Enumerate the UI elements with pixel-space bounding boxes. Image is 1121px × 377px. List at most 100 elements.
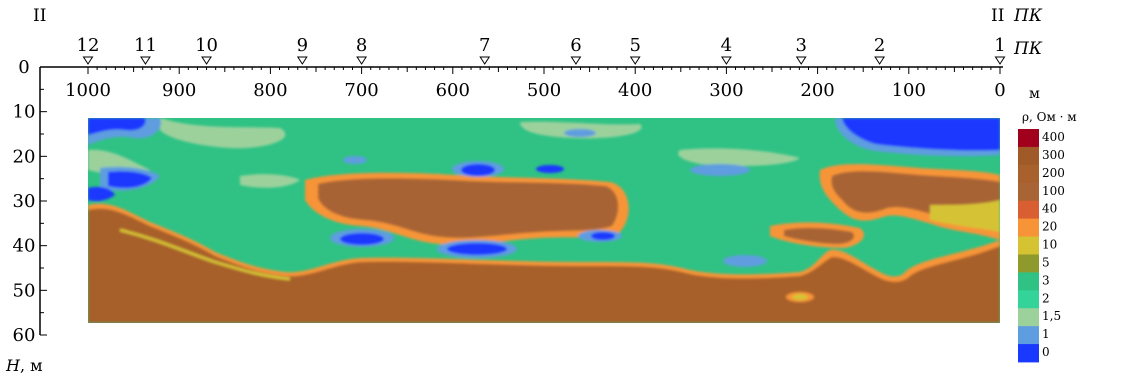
- blue-zone-top-left: [88, 118, 146, 135]
- colorbar-swatch: [1018, 200, 1039, 220]
- picket-label: 6: [570, 35, 581, 56]
- brown-base-layer: [88, 208, 1000, 323]
- distance-tick-label: 700: [344, 80, 378, 101]
- distance-tick-label: 0: [994, 80, 1005, 101]
- blue-zone-small-5: [564, 129, 596, 137]
- colorbar-swatch: [1018, 326, 1039, 345]
- depth-tick-label: 40: [13, 236, 36, 257]
- brown-body-central: [318, 178, 619, 238]
- blue-zone-left-mid: [340, 233, 384, 245]
- picket-label: 11: [134, 35, 157, 56]
- yellow-zone-right: [930, 200, 1000, 232]
- colorbar-level-label: 10: [1042, 238, 1057, 252]
- picket-axis-label: ПК: [1013, 39, 1043, 59]
- colorbar-level-label: 20: [1042, 220, 1057, 234]
- blue-zone-center-bottom: [447, 243, 507, 255]
- colorbar-level-label: 400: [1042, 130, 1065, 144]
- distance-tick-label: 600: [436, 80, 470, 101]
- distance-tick-label: 400: [618, 80, 652, 101]
- distance-unit-label: м: [1029, 86, 1040, 102]
- colorbar-level-label: 5: [1042, 255, 1050, 269]
- blue-zone-right-mid: [591, 232, 615, 240]
- colorbar-swatch: [1018, 272, 1039, 291]
- blue-zone-small-2: [343, 156, 367, 164]
- colorbar-level-label: 1: [1042, 327, 1050, 341]
- colorbar-swatch: [1018, 182, 1039, 202]
- picket-label: 1: [994, 35, 1005, 56]
- resistivity-section: [88, 118, 1000, 323]
- picket-label: 4: [721, 35, 732, 56]
- colorbar-swatch: [1018, 218, 1039, 237]
- depth-axis-label: H, м: [5, 356, 43, 375]
- picket-marker-icon: [479, 56, 491, 65]
- colorbar-level-label: 100: [1042, 184, 1065, 198]
- colorbar-swatch: [1018, 290, 1039, 309]
- distance-tick-label: 800: [253, 80, 287, 101]
- distance-axis: 1000 900 800 700 600 500 400 300 200 100 0: [40, 66, 1006, 101]
- depth-axis: 0 10 20 30 40 50 60: [13, 57, 47, 346]
- blue-zone-small-4: [723, 255, 767, 267]
- colorbar-swatch: [1018, 236, 1039, 255]
- distance-tick-label: 900: [162, 80, 196, 101]
- colorbar-swatch: [1018, 146, 1039, 166]
- depth-tick-label: 20: [13, 146, 36, 167]
- distance-tick-label: 1000: [65, 80, 111, 101]
- brown-zone-mid-right: [784, 227, 855, 244]
- blue-zone-small-1: [536, 165, 564, 173]
- distance-tick-label: 300: [709, 80, 743, 101]
- depth-tick-label: 10: [13, 102, 36, 123]
- colorbar-swatch: [1018, 308, 1039, 327]
- picket-marker-icon: [140, 56, 151, 65]
- light-green-zone-5: [240, 174, 300, 188]
- colorbar-swatch: [1018, 344, 1039, 363]
- blue-zone-center-top: [461, 164, 495, 176]
- picket-label: 12: [77, 35, 100, 56]
- yellow-contour-lower: [119, 228, 291, 281]
- colorbar-level-label: 1,5: [1042, 309, 1061, 323]
- yellow-lens-bottom: [792, 294, 808, 300]
- colorbar-level-label: 200: [1042, 166, 1065, 180]
- colorbar-level-label: 300: [1042, 148, 1065, 162]
- picket-marker-icon: [570, 56, 582, 65]
- picket-label: 10: [195, 35, 218, 56]
- depth-tick-label: 60: [13, 325, 36, 346]
- picket-label: 3: [795, 35, 806, 56]
- distance-tick-label: 500: [527, 80, 561, 101]
- colorbar-swatch: [1018, 254, 1039, 273]
- blue-zone-top-right: [842, 118, 1000, 151]
- colorbar-level-label: 40: [1042, 202, 1057, 216]
- light-green-zone-1: [160, 118, 286, 149]
- picket-markers: 12 11 10 9 8 7 6 5 4 3 2 1: [77, 35, 1006, 65]
- picket-marker-icon: [201, 56, 212, 65]
- picket-marker-icon: [874, 56, 886, 65]
- picket-marker-icon: [356, 56, 368, 65]
- distance-tick-label: 200: [800, 80, 834, 101]
- picket-axis-label-top: ПК: [1013, 6, 1043, 26]
- picket-label: 8: [356, 35, 367, 56]
- colorbar-level-label: 2: [1042, 291, 1050, 305]
- picket-label: 9: [297, 35, 308, 56]
- blue-zone-left: [108, 171, 152, 188]
- light-green-zone-3: [678, 148, 800, 166]
- picket-marker-icon: [720, 56, 732, 65]
- colorbar-swatch: [1018, 129, 1039, 148]
- picket-label: 7: [479, 35, 490, 56]
- colorbar-level-label: 0: [1042, 345, 1050, 359]
- profile-label-left: II: [33, 6, 46, 26]
- depth-tick-label: 50: [13, 280, 36, 301]
- colorbar-title: ρ, Ом · м: [1022, 110, 1077, 124]
- picket-marker-icon: [795, 56, 807, 65]
- colorbar-level-label: 3: [1042, 273, 1050, 287]
- depth-tick-label: 0: [18, 57, 29, 78]
- picket-marker-icon: [629, 56, 641, 65]
- profile-label-right: II: [991, 6, 1004, 26]
- depth-tick-label: 30: [13, 191, 36, 212]
- blue-zone-small-3: [690, 164, 750, 176]
- blue-zone-left-2: [88, 186, 115, 202]
- picket-marker-icon: [82, 56, 94, 65]
- colorbar-swatch: [1018, 164, 1039, 184]
- picket-label: 2: [874, 35, 885, 56]
- picket-label: 5: [629, 35, 640, 56]
